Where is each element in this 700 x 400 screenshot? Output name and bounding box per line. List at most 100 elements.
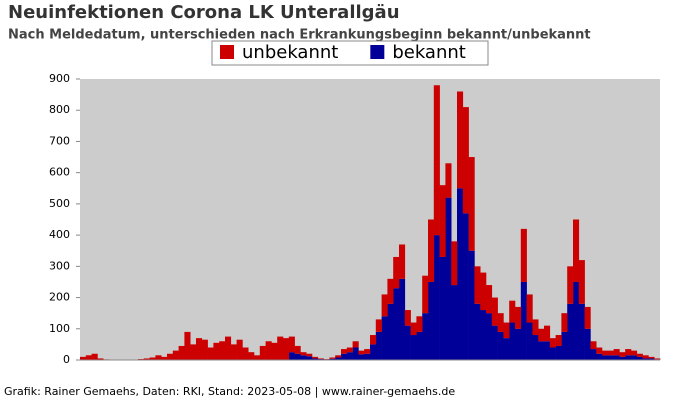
bar [503,322,510,339]
bar [486,313,493,360]
bar [358,354,365,360]
legend-label: bekannt [392,42,466,63]
bar [474,303,481,360]
y-tick-label: 800 [49,103,70,116]
bar [439,256,446,360]
bar [172,350,179,360]
bar [613,349,620,356]
bar [341,353,348,360]
y-tick-label: 900 [49,72,70,85]
bar [271,342,278,360]
bar [538,341,545,360]
legend-swatch [370,45,385,59]
bar [300,352,307,356]
bar [538,328,545,342]
bar [404,325,411,360]
y-tick-label: 200 [49,291,70,304]
bar [312,358,319,360]
bar [190,344,197,360]
bar [265,341,272,360]
bar [445,197,452,360]
y-tick-label: 300 [49,259,70,272]
bar [631,350,638,356]
bar [184,331,191,360]
bar [509,322,516,360]
footer: Grafik: Rainer Gemaehs, Daten: RKI, Stan… [4,385,455,398]
chart-subtitle: Nach Meldedatum, unterschieden nach Erkr… [8,28,591,43]
bar [207,347,214,360]
bar [329,358,336,360]
bar [590,341,597,350]
bar [520,228,527,282]
bar [352,347,359,360]
bar [288,336,295,353]
bar [387,303,394,360]
bar [364,349,371,354]
bar [277,336,284,360]
bar [503,338,510,360]
bar [636,356,643,360]
bar [607,350,614,356]
bar [526,322,533,360]
bar [520,281,527,360]
bar [515,306,522,329]
bar [399,244,406,279]
bar [457,188,464,360]
bar [509,300,516,323]
bar [242,347,249,360]
chart-title: Neuinfektionen Corona LK Unterallgäu [8,2,400,23]
y-tick-label: 600 [49,166,70,179]
bar [230,344,237,360]
bar [294,353,301,360]
bar [335,357,342,360]
bar [219,341,226,360]
bar [341,349,348,354]
bar [364,353,371,360]
bar [457,91,464,189]
bar [393,256,400,289]
bar [300,355,307,360]
bar [306,356,313,360]
bar [526,294,533,323]
bar [480,310,487,360]
bar [283,338,290,360]
bar [573,281,580,360]
bar [393,288,400,360]
bar [451,285,458,360]
bar [497,331,504,360]
legend-label: unbekannt [242,42,338,63]
bar [428,281,435,360]
bar [625,349,632,356]
bar [445,163,452,198]
bar [294,345,301,354]
bar [97,358,104,360]
bar [648,356,655,359]
bar [486,285,493,314]
bar [619,356,626,360]
bar [544,341,551,360]
bar [462,107,469,214]
bar [433,235,440,360]
bar [196,338,203,360]
bar [654,358,661,360]
bar [85,355,92,360]
bar [532,335,539,360]
bar [433,85,440,236]
bar [544,325,551,342]
bar [155,355,162,360]
bar [259,345,266,360]
bar [387,278,394,304]
bar [306,353,313,357]
bar [416,316,423,332]
bar [416,331,423,360]
bar [381,316,388,360]
bar [439,185,446,257]
bar [462,213,469,360]
bar [607,355,614,360]
legend-box [211,40,489,66]
bar [422,275,429,314]
bar [248,352,255,360]
bar [480,272,487,311]
y-tick-label: 100 [49,322,70,335]
